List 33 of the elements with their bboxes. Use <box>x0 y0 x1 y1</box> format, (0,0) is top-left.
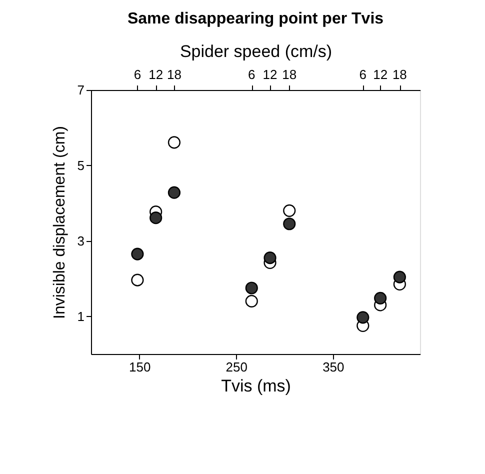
y-axis-title: Invisible displacement (cm) <box>51 126 68 319</box>
x-axis-title: Tvis (ms) <box>221 376 291 396</box>
point <box>374 292 387 304</box>
x-tick-label: 350 <box>322 360 344 374</box>
point <box>168 186 181 199</box>
annotation: 12 <box>373 67 388 82</box>
point <box>245 282 258 294</box>
chart-title: Same disappearing point per Tvis <box>127 10 384 28</box>
point <box>264 252 276 264</box>
annotation: 12 <box>148 67 164 82</box>
point <box>150 212 162 224</box>
point <box>168 136 181 149</box>
y-tick-label: 7 <box>77 82 84 98</box>
annotation: 6 <box>359 67 367 82</box>
y-tick-label: 1 <box>77 308 84 324</box>
annotation: 12 <box>262 67 278 82</box>
annotation: 6 <box>134 67 142 82</box>
y-tick-label: 3 <box>77 233 84 248</box>
point <box>283 204 296 217</box>
annotation: 18 <box>166 67 182 82</box>
x-tick-label: 250 <box>226 360 248 374</box>
x2-axis-title: Spider speed (cm/s) <box>180 42 332 61</box>
annotation: 6 <box>248 67 256 82</box>
point <box>245 294 258 308</box>
point <box>356 311 370 324</box>
annotation: 18 <box>282 67 297 82</box>
point <box>131 274 144 286</box>
point <box>131 248 144 260</box>
x-tick-label: 150 <box>129 360 151 374</box>
y-tick-label: 5 <box>77 158 84 173</box>
point <box>283 218 296 230</box>
annotation: 18 <box>392 67 407 82</box>
point <box>393 270 406 284</box>
